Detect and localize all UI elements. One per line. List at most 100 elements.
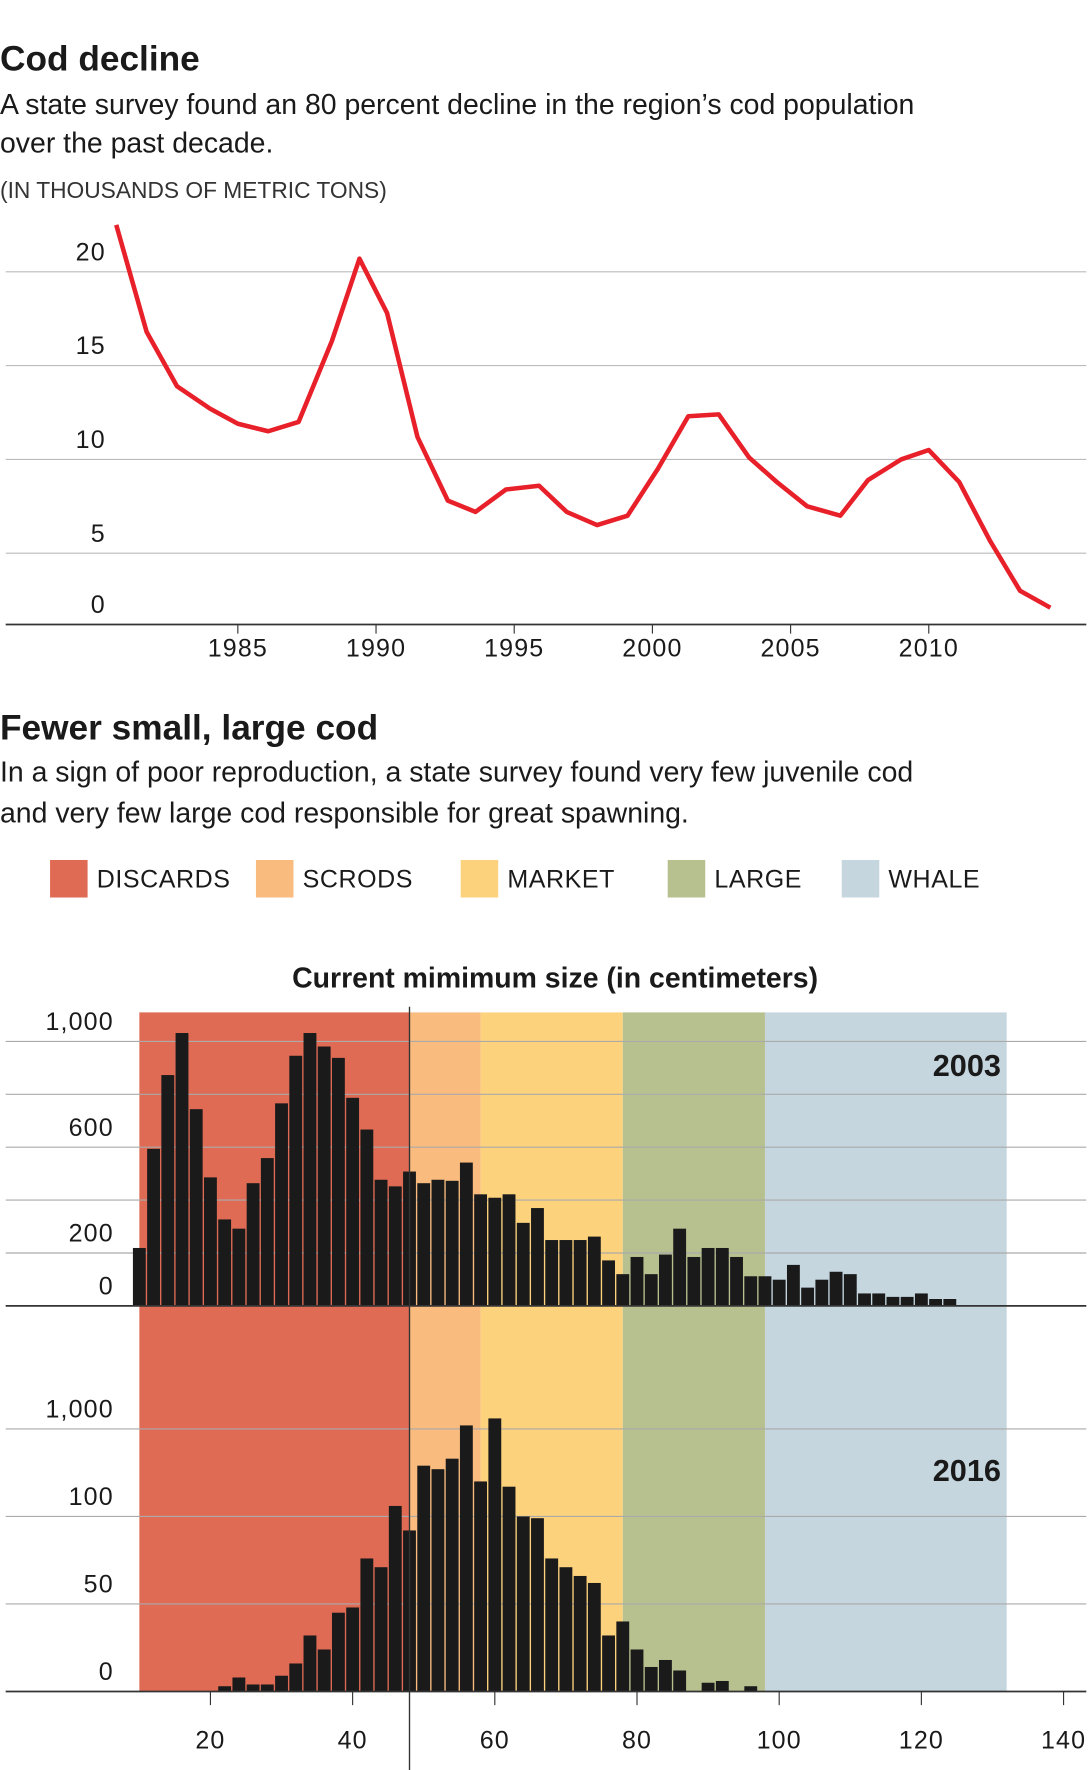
bar — [360, 1129, 374, 1306]
bar — [744, 1276, 758, 1306]
bar — [204, 1177, 217, 1306]
bar — [388, 1505, 402, 1692]
legend-label: MARKET — [507, 865, 615, 893]
bar — [317, 1649, 331, 1692]
bar — [431, 1179, 445, 1306]
band — [764, 1012, 1007, 1692]
bar — [374, 1567, 388, 1692]
x-tick-label: 1990 — [346, 634, 406, 662]
bar — [260, 1684, 274, 1692]
bar — [331, 1612, 345, 1692]
bar — [701, 1247, 715, 1306]
subtitle: A state survey found an 80 percent decli… — [0, 89, 914, 121]
bar — [786, 1264, 800, 1306]
y-tick-label: 15 — [76, 332, 106, 360]
chart-title: Cod decline — [0, 40, 200, 79]
bar — [289, 1663, 303, 1692]
y-tick-label: 0 — [99, 1273, 114, 1301]
bar — [659, 1254, 672, 1306]
y-tick-label: 600 — [69, 1114, 114, 1142]
bar — [360, 1558, 374, 1692]
legend-swatch — [50, 859, 88, 898]
bar — [573, 1575, 587, 1692]
bar — [246, 1183, 260, 1306]
bar — [374, 1179, 388, 1306]
legend-label: LARGE — [714, 865, 802, 893]
bar — [715, 1680, 729, 1692]
bar — [843, 1274, 857, 1306]
bar — [616, 1274, 630, 1306]
bar — [218, 1219, 232, 1306]
bar — [744, 1686, 758, 1692]
y-tick-label: 5 — [91, 520, 106, 548]
bar — [815, 1279, 829, 1306]
bar — [388, 1186, 402, 1306]
bar — [545, 1240, 559, 1306]
bar — [587, 1236, 601, 1306]
bar — [260, 1158, 274, 1306]
bar — [687, 1256, 701, 1306]
legend-label: WHALE — [888, 865, 980, 893]
bar — [246, 1684, 260, 1692]
bar — [886, 1296, 900, 1306]
x-tick-label: 1985 — [208, 634, 268, 662]
bar — [275, 1103, 288, 1306]
bar — [346, 1097, 360, 1306]
bar — [161, 1075, 175, 1306]
bar — [474, 1481, 488, 1692]
legend-swatch — [841, 859, 880, 898]
bar — [644, 1274, 658, 1306]
y-tick-label: 1,000 — [45, 1396, 113, 1424]
x-tick-label: 80 — [622, 1726, 652, 1754]
y-tick-label: 200 — [69, 1220, 114, 1248]
subtitle: and very few large cod responsible for g… — [0, 797, 689, 829]
bar — [502, 1194, 516, 1306]
legend-swatch — [255, 859, 294, 898]
bar — [715, 1247, 729, 1306]
bar — [317, 1046, 331, 1306]
band — [622, 1012, 765, 1692]
bar — [303, 1635, 317, 1692]
bar — [900, 1296, 914, 1306]
bar — [929, 1299, 943, 1306]
bar — [459, 1425, 473, 1692]
bar — [502, 1486, 516, 1692]
bar — [829, 1271, 843, 1306]
bar — [630, 1649, 644, 1692]
line — [114, 224, 1052, 610]
bar — [914, 1293, 928, 1306]
bar — [602, 1635, 615, 1692]
bar — [801, 1287, 815, 1306]
legend-label: DISCARDS — [97, 865, 231, 893]
bar — [772, 1279, 786, 1306]
bar — [417, 1465, 431, 1692]
bar — [545, 1558, 559, 1692]
bar — [616, 1621, 630, 1692]
bar — [289, 1055, 303, 1306]
x-tick-label: 20 — [195, 1726, 225, 1754]
y-tick-label: 10 — [76, 426, 106, 454]
bar — [189, 1109, 203, 1306]
bar — [232, 1228, 246, 1306]
bar — [644, 1666, 658, 1692]
bar — [175, 1033, 189, 1306]
bar — [758, 1276, 772, 1306]
legend-swatch — [667, 859, 706, 898]
x-tick-label: 100 — [757, 1726, 802, 1754]
x-tick-label: 2000 — [622, 634, 682, 662]
y-tick-label: 1,000 — [45, 1008, 113, 1036]
bar — [459, 1162, 473, 1306]
bar — [730, 1256, 743, 1306]
bar — [232, 1677, 246, 1692]
panel-label: 2003 — [933, 1048, 1001, 1083]
bar — [488, 1197, 502, 1306]
bar — [218, 1686, 232, 1692]
bar — [431, 1469, 445, 1692]
chart-title: Fewer small, large cod — [0, 708, 378, 747]
legend-swatch — [460, 859, 499, 898]
bar — [659, 1659, 672, 1692]
y-tick-label: 20 — [76, 238, 106, 266]
bar — [488, 1418, 502, 1692]
panel-label: 2016 — [933, 1453, 1001, 1488]
